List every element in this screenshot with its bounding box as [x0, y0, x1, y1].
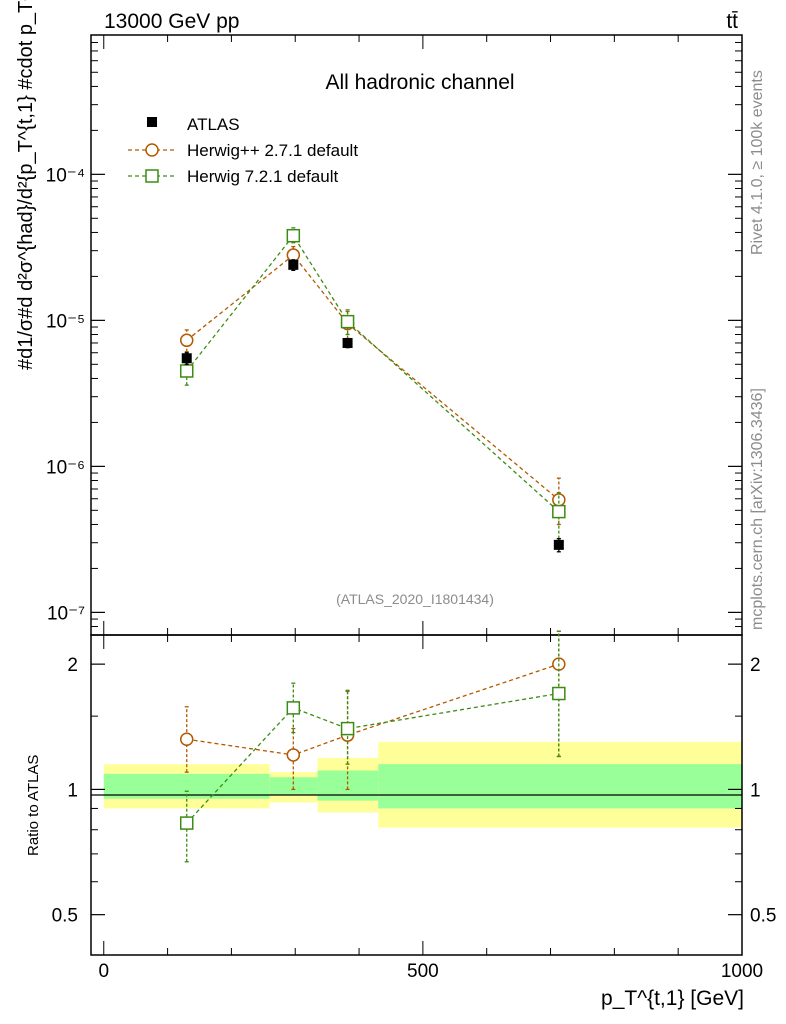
ratio-plot-frame [90, 634, 743, 956]
ratio-ytick-label-right: 0.5 [750, 906, 776, 927]
main-point-atlas [553, 539, 564, 550]
plot-title: All hadronic channel [325, 71, 514, 94]
main-line-herwig-2-7-1-default [186, 254, 560, 501]
main-ytick-label: 10⁻⁵ [46, 311, 85, 332]
ratio-xtick-label: 0 [98, 961, 109, 982]
main-point-herwig-7-2-1-default [340, 314, 355, 329]
ratio-point-herwig-7-2-1-default [179, 816, 194, 830]
main-series-layer [179, 227, 566, 553]
main-line-herwig-7-2-1-default [186, 234, 560, 513]
legend-herwigpp-label: Herwig++ 2.7.1 default [187, 141, 358, 160]
legend-atlas-marker [147, 117, 157, 127]
main-ytick-label: 10⁻⁶ [46, 457, 85, 478]
ratio-point-herwig-7-2-1-default [552, 686, 566, 701]
ratio-point-herwig-2-7-1-default [179, 732, 194, 746]
ratio-y-label: Ratio to ATLAS [25, 755, 42, 856]
ratio-axis-ticks: 0.5 0.5 1 1 2 2 0 500 1000 [52, 635, 776, 982]
ratio-point-herwig-2-7-1-default [286, 748, 301, 762]
main-axis-ticks: 10⁻⁷ 10⁻⁶ 10⁻⁵ 10⁻⁴ [46, 35, 743, 636]
legend-herwig7-marker [145, 169, 159, 183]
header-right: tt̄ [726, 10, 738, 33]
ratio-ytick-label-right: 2 [750, 655, 761, 676]
legend: ATLAS Herwig++ 2.7.1 default Herwig 7.2.… [128, 115, 358, 186]
main-point-herwig-7-2-1-default [552, 504, 566, 519]
main-y-label: #d1/σ#d d²σ^{had}/d²{p_T^{t,1} #cdot p_T… [15, 0, 37, 370]
ratio-xtick-label: 500 [407, 961, 439, 982]
analysis-id: (ATLAS_2020_I1801434) [336, 591, 494, 607]
ratio-line-herwig-2-7-1-default [186, 663, 560, 756]
ratio-band-green [269, 777, 318, 795]
header-left: 13000 GeV pp [104, 10, 239, 33]
ratio-point-herwig-7-2-1-default [286, 701, 301, 715]
ratio-ytick-label-right: 1 [750, 780, 761, 801]
rivet-label: Rivet 4.1.0, ≥ 100k events [749, 70, 766, 255]
ratio-band-green [317, 770, 379, 801]
main-point-atlas [181, 353, 192, 364]
mcplots-label: mcplots.cern.ch [arXiv:1306.3436] [749, 388, 766, 630]
main-point-herwig-7-2-1-default [286, 228, 301, 243]
ratio-ytick-label: 1 [67, 780, 78, 801]
ratio-xtick-label: 1000 [721, 961, 763, 982]
ratio-point-herwig-7-2-1-default [340, 721, 355, 736]
ratio-ytick-label: 2 [67, 655, 78, 676]
ratio-band-green [378, 764, 742, 809]
main-point-herwig-7-2-1-default [179, 364, 194, 378]
ratio-line-herwig-7-2-1-default [186, 692, 559, 824]
main-point-atlas [342, 337, 353, 348]
legend-atlas-label: ATLAS [187, 115, 240, 134]
legend-herwigpp-marker [145, 143, 159, 157]
main-ytick-label: 10⁻⁷ [47, 603, 85, 624]
x-axis-label: p_T^{t,1} [GeV] [601, 987, 744, 1010]
main-point-herwig-2-7-1-default [179, 333, 194, 348]
main-ytick-label: 10⁻⁴ [46, 165, 85, 186]
ratio-ytick-label: 0.5 [52, 906, 78, 927]
ratio-series-layer [179, 630, 566, 863]
legend-herwig7-label: Herwig 7.2.1 default [187, 167, 338, 186]
ratio-uncertainty-bands [103, 741, 742, 828]
main-point-atlas [288, 259, 299, 270]
